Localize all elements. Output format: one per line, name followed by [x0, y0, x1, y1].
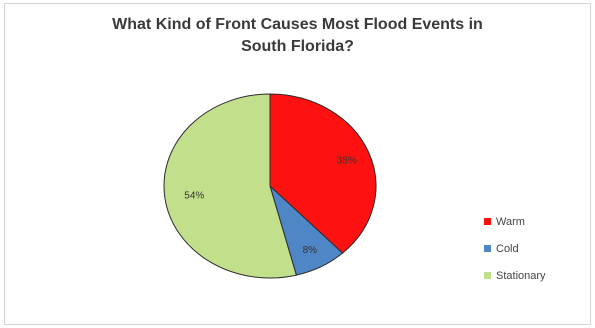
legend-item-warm: Warm — [484, 208, 546, 235]
pie-slice-warm — [269, 93, 377, 254]
legend-item-stationary: Stationary — [484, 262, 546, 289]
data-label-cold: 8% — [303, 245, 318, 256]
legend-item-cold: Cold — [484, 235, 546, 262]
legend-label-cold: Cold — [496, 242, 519, 255]
chart-title: What Kind of Front Causes Most Flood Eve… — [0, 14, 595, 58]
legend-swatch-cold — [484, 245, 491, 252]
chart-legend: Warm Cold Stationary — [484, 208, 546, 289]
legend-label-warm: Warm — [496, 215, 525, 228]
legend-label-stationary: Stationary — [496, 269, 546, 282]
chart-title-line-2: South Florida? — [241, 38, 354, 55]
chart-title-line-1: What Kind of Front Causes Most Flood Eve… — [112, 16, 483, 33]
legend-swatch-warm — [484, 218, 491, 225]
data-label-warm: 38% — [337, 156, 357, 167]
data-label-stationary: 54% — [184, 190, 204, 201]
pie-slice-stationary — [163, 93, 297, 279]
legend-swatch-stationary — [484, 272, 491, 279]
